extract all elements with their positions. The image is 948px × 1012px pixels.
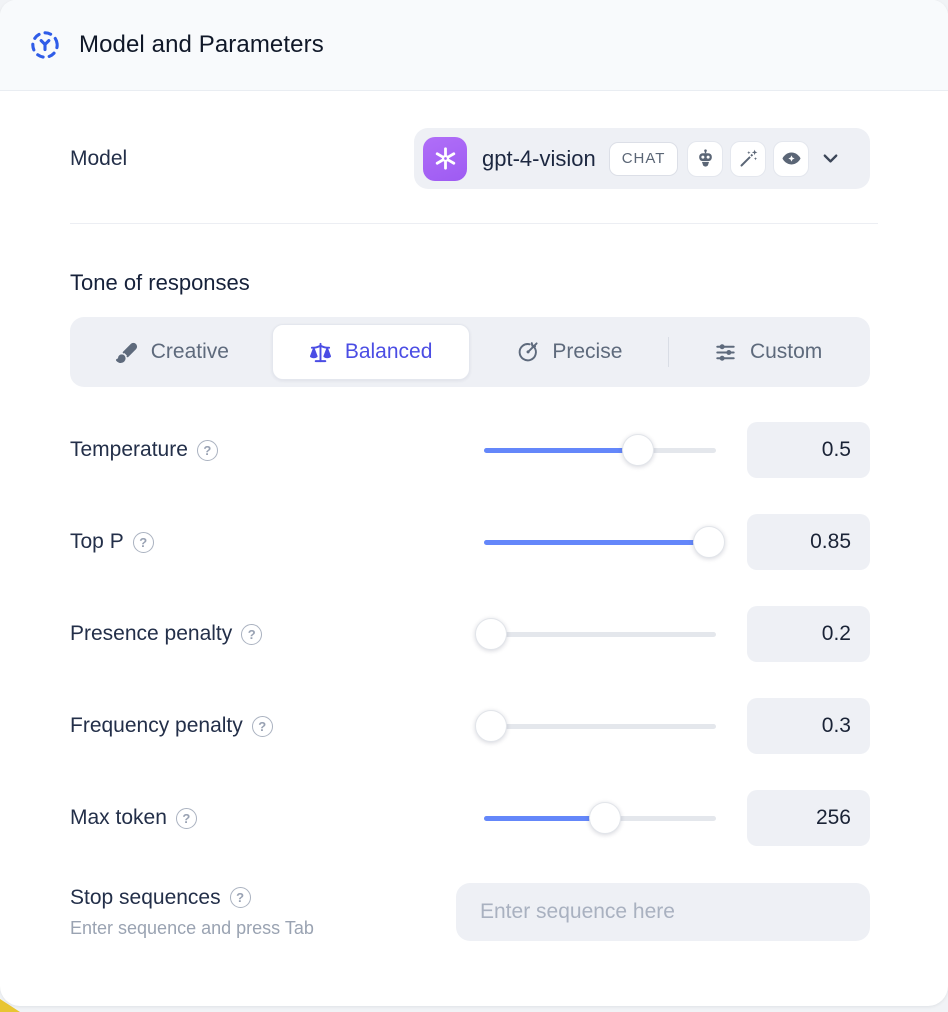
panel-title: Model and Parameters xyxy=(79,31,324,58)
param-label: Frequency penalty? xyxy=(70,714,484,738)
tone-segmented-control: Creative Balanced Precise Custom xyxy=(70,317,870,387)
sliders-icon xyxy=(714,341,737,364)
model-row: Model gpt-4-vision CHAT xyxy=(70,128,870,189)
param-value[interactable]: 0.3 xyxy=(747,698,870,754)
model-type-badge: CHAT xyxy=(608,141,679,176)
help-icon[interactable]: ? xyxy=(196,439,218,461)
tone-heading: Tone of responses xyxy=(70,270,250,295)
slider-thumb[interactable] xyxy=(693,526,726,558)
slider-thumb[interactable] xyxy=(588,802,621,834)
vision-eye-icon xyxy=(781,148,802,169)
param-row-max-token: Max token? 256 xyxy=(70,790,870,846)
stop-sequence-input[interactable] xyxy=(456,883,870,941)
segment-separator xyxy=(668,337,670,367)
help-icon[interactable]: ? xyxy=(175,807,197,829)
vision-eye-icon-chip[interactable] xyxy=(773,140,810,177)
param-row-frequency-penalty: Frequency penalty? 0.3 xyxy=(70,698,870,754)
slider-track[interactable] xyxy=(484,631,716,637)
help-icon[interactable]: ? xyxy=(229,887,251,908)
param-label-text: Frequency penalty xyxy=(70,714,243,737)
magic-wand-icon xyxy=(738,148,759,169)
param-label: Presence penalty? xyxy=(70,622,484,646)
param-row-temperature: Temperature? 0.5 xyxy=(70,422,870,478)
target-dart-icon xyxy=(516,341,539,364)
model-capability-chips xyxy=(687,140,810,177)
param-label-text: Temperature xyxy=(70,438,188,461)
param-label: Max token? xyxy=(70,806,484,830)
slider-fill xyxy=(484,539,710,545)
slider-thumb[interactable] xyxy=(474,618,507,650)
tone-tab-custom[interactable]: Custom xyxy=(669,324,867,380)
param-label-text: Presence penalty xyxy=(70,622,233,645)
param-row-presence-penalty: Presence penalty? 0.2 xyxy=(70,606,870,662)
model-name: gpt-4-vision xyxy=(482,145,596,171)
slider-fill xyxy=(484,447,639,453)
param-label: Temperature? xyxy=(70,438,484,462)
tone-tab-balanced[interactable]: Balanced xyxy=(271,324,470,380)
tone-tab-precise[interactable]: Precise xyxy=(471,324,669,380)
param-slider[interactable] xyxy=(484,801,716,835)
param-row-top-p: Top P? 0.85 xyxy=(70,514,870,570)
param-value[interactable]: 256 xyxy=(747,790,870,846)
param-label-text: Max token xyxy=(70,806,167,829)
openai-logo-icon xyxy=(423,136,467,181)
stop-sequences-label: Stop sequences ? xyxy=(70,886,456,910)
slider-thumb[interactable] xyxy=(622,434,655,466)
chevron-down-icon[interactable] xyxy=(819,147,842,170)
slider-fill xyxy=(484,815,605,821)
stop-sequences-label-text: Stop sequences xyxy=(70,885,221,909)
param-value[interactable]: 0.85 xyxy=(747,514,870,570)
slider-thumb[interactable] xyxy=(474,710,507,742)
balance-scale-icon xyxy=(309,341,332,364)
robot-icon-chip[interactable] xyxy=(687,140,724,177)
help-icon[interactable]: ? xyxy=(241,623,263,645)
param-label-text: Top P xyxy=(70,530,124,553)
param-slider[interactable] xyxy=(484,525,726,559)
tone-tab-label: Precise xyxy=(552,340,623,363)
section-divider xyxy=(70,223,878,224)
tone-tab-creative[interactable]: Creative xyxy=(73,324,271,380)
param-label: Top P? xyxy=(70,530,484,554)
tone-tab-label: Balanced xyxy=(344,340,433,363)
stop-sequences-row: Stop sequences ? Enter sequence and pres… xyxy=(70,883,870,941)
magic-wand-icon-chip[interactable] xyxy=(730,140,767,177)
paintbrush-icon xyxy=(115,341,138,364)
tone-tab-label: Custom xyxy=(749,340,823,363)
model-label: Model xyxy=(70,146,128,170)
param-value[interactable]: 0.5 xyxy=(747,422,870,478)
help-icon[interactable]: ? xyxy=(251,715,273,737)
robot-icon xyxy=(695,148,716,169)
param-slider[interactable] xyxy=(474,617,716,651)
param-slider[interactable] xyxy=(484,433,716,467)
slider-track[interactable] xyxy=(484,723,716,729)
panel-header: Model and Parameters xyxy=(0,0,948,91)
param-value[interactable]: 0.2 xyxy=(747,606,870,662)
help-icon[interactable]: ? xyxy=(132,531,154,553)
model-hub-icon xyxy=(28,28,62,62)
param-slider[interactable] xyxy=(474,709,716,743)
model-select[interactable]: gpt-4-vision CHAT xyxy=(414,128,870,189)
stop-sequences-hint: Enter sequence and press Tab xyxy=(70,917,314,938)
tone-tab-label: Creative xyxy=(150,340,229,363)
